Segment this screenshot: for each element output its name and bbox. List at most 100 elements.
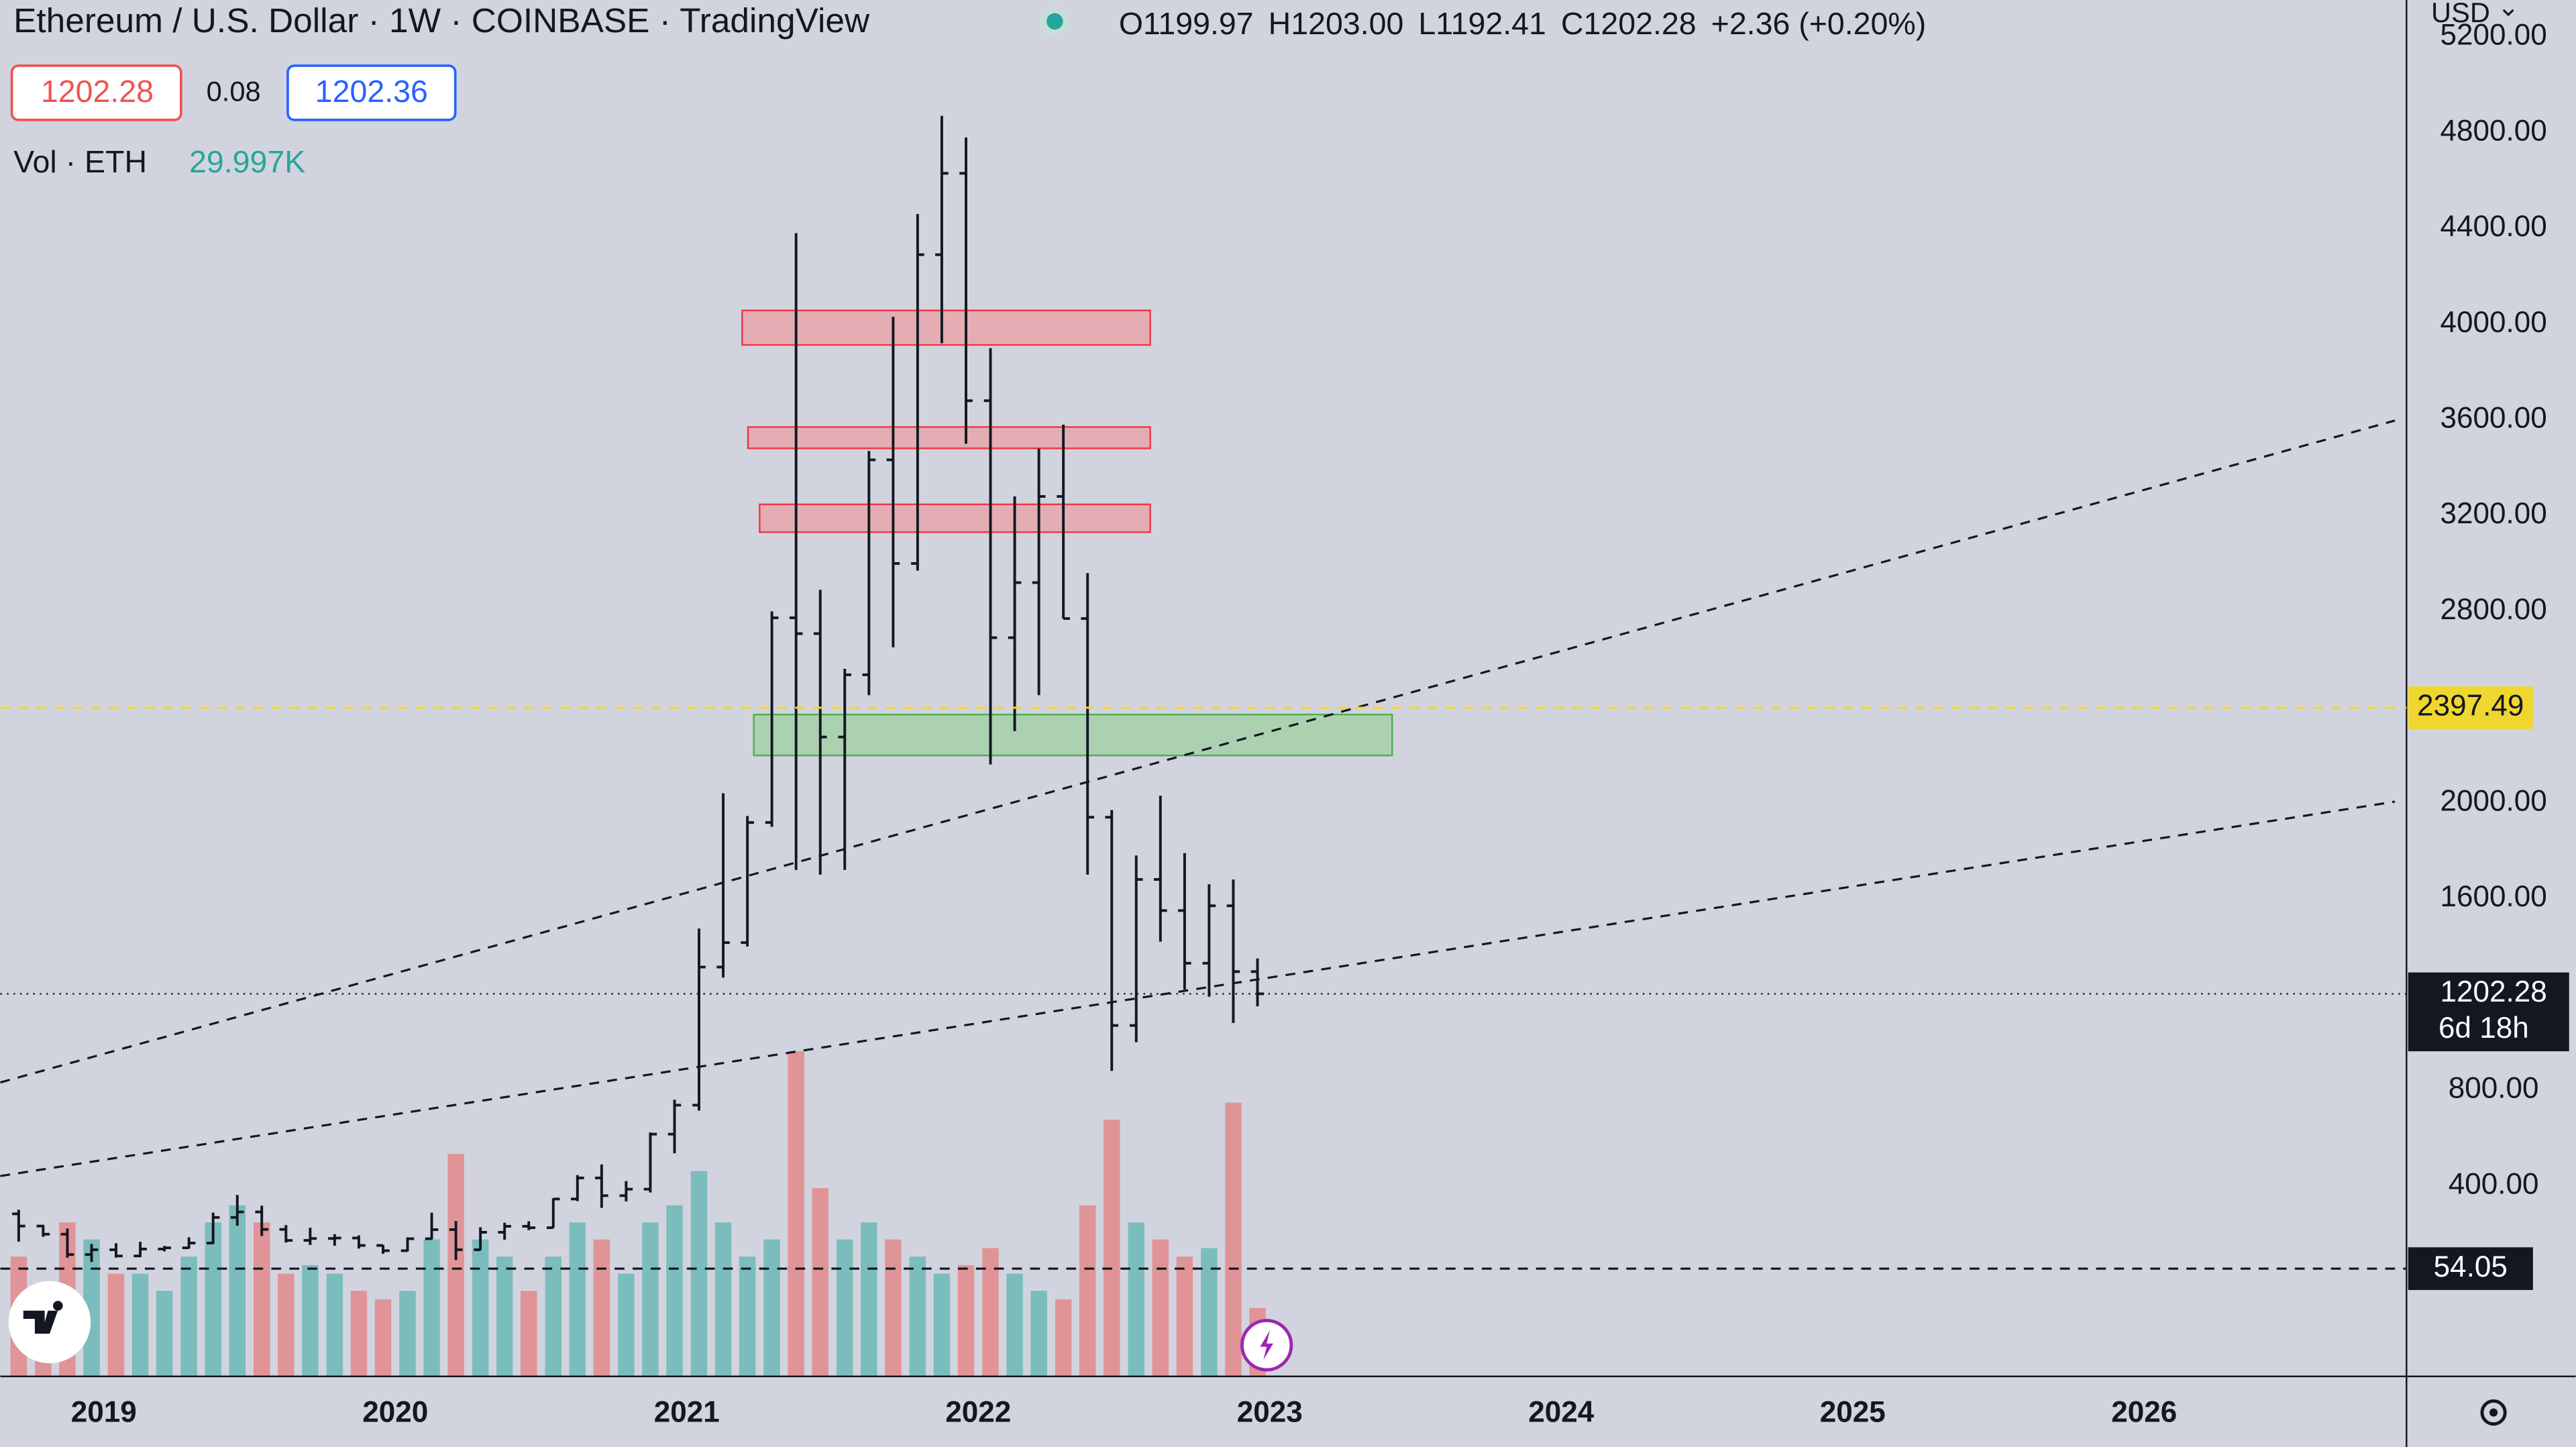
volume-bar	[253, 1222, 270, 1377]
volume-bar	[399, 1291, 416, 1377]
volume-bar	[788, 1051, 804, 1377]
volume-bar	[545, 1256, 561, 1377]
volume-bar	[885, 1239, 902, 1377]
volume-bar	[593, 1239, 610, 1377]
y-tick-label: 2800.00	[2440, 593, 2546, 626]
bid-price[interactable]: 1202.28	[41, 74, 154, 109]
price-label-bg	[2408, 1247, 2533, 1290]
y-tick-label: 5200.00	[2440, 19, 2546, 52]
volume-bar	[521, 1291, 537, 1377]
x-tick-label: 2021	[654, 1396, 720, 1429]
dropdown-arrow[interactable]	[2502, 9, 2514, 17]
trend-line	[0, 800, 2396, 1177]
buy-button[interactable]	[286, 64, 457, 121]
volume-bar	[1225, 1102, 1242, 1377]
gear[interactable]	[2480, 1399, 2507, 1426]
y-tick-label: 1600.00	[2440, 880, 2546, 913]
ohlc-key: O	[1119, 6, 1143, 41]
volume-bar	[837, 1239, 853, 1377]
currency-bg	[2408, 0, 2576, 33]
y-tick-label: 4400.00	[2440, 210, 2546, 243]
volume-bar	[957, 1265, 975, 1377]
volume-bar	[374, 1299, 392, 1377]
volume-bar	[1176, 1256, 1193, 1377]
volume-bar	[714, 1222, 732, 1377]
volume-bar	[180, 1256, 197, 1377]
price-change: +2.36 (+0.20%)	[1711, 6, 1927, 41]
volume-bar	[690, 1171, 708, 1377]
x-tick-label: 2024	[1528, 1396, 1595, 1429]
volume-bar	[569, 1222, 586, 1377]
volume-bar	[642, 1222, 659, 1377]
volume-bar	[326, 1273, 343, 1377]
volume-bar	[156, 1291, 173, 1377]
volume-bar	[1152, 1239, 1169, 1377]
volume-value: 29.997K	[189, 144, 305, 179]
x-tick-label: 2020	[362, 1396, 428, 1429]
ask-price[interactable]: 1202.36	[315, 74, 428, 109]
ohlc-value: 1192.41	[1436, 6, 1546, 41]
bar-countdown: 6d 18h	[2438, 1012, 2529, 1044]
volume-bar	[909, 1256, 926, 1377]
volume-bar	[1128, 1222, 1144, 1377]
volume-bar	[229, 1205, 246, 1377]
volume-bar	[812, 1188, 828, 1377]
volume-bar	[1006, 1273, 1023, 1377]
y-tick-label: 800.00	[2449, 1072, 2539, 1105]
currency-menu[interactable]: USD	[2431, 0, 2490, 28]
gear-hub[interactable]	[2489, 1408, 2498, 1417]
status-dot	[1046, 13, 1063, 30]
ohlc-key: H	[1269, 6, 1291, 41]
x-tick-label: 2023	[1237, 1396, 1303, 1429]
y-tick-label: 3600.00	[2440, 402, 2546, 435]
ohlc-value: 1202.28	[1584, 6, 1697, 41]
volume-bar	[447, 1154, 464, 1377]
volume-bar	[933, 1273, 951, 1377]
sell-button[interactable]	[10, 64, 182, 121]
price-zone	[759, 503, 1151, 533]
price-label: 2397.49	[2417, 690, 2524, 722]
x-tick-label: 2026	[2111, 1396, 2177, 1429]
volume-bar	[131, 1273, 149, 1377]
ohlc-legend: O1199.97 H1203.00 L1192.41 C1202.28 +2.36 (+…	[1119, 6, 1926, 41]
price-label: 54.05	[2434, 1250, 2508, 1283]
y-tick-label: 2000.00	[2440, 784, 2546, 817]
settings-icon[interactable]	[2480, 1399, 2507, 1426]
volume-bar	[205, 1222, 221, 1377]
volume-bar	[1201, 1248, 1218, 1377]
volume-bar	[350, 1291, 368, 1377]
last-price-bg	[2408, 972, 2569, 1052]
volume-bar	[1104, 1120, 1120, 1377]
volume-bar	[302, 1265, 319, 1377]
ohlc-key: C	[1561, 6, 1584, 41]
volume-label: Vol · ETH	[13, 144, 147, 179]
volume-bar	[423, 1239, 440, 1377]
volume-bar	[472, 1239, 489, 1377]
y-tick-label: 4000.00	[2440, 306, 2546, 339]
volume-bar	[618, 1273, 635, 1377]
y-tick-label: 3200.00	[2440, 497, 2546, 530]
event-bolt[interactable]	[1260, 1330, 1273, 1360]
x-tick-label: 2022	[945, 1396, 1011, 1429]
price-zone	[753, 713, 1393, 757]
logo-mark[interactable]	[23, 1301, 63, 1334]
last-price-label: 1202.28	[2440, 975, 2546, 1008]
volume-bar	[107, 1273, 125, 1377]
volume-bar	[1079, 1205, 1096, 1377]
tradingview-logo[interactable]	[8, 1281, 91, 1364]
y-tick-label: 4800.00	[2440, 114, 2546, 147]
price-label-bg	[2408, 686, 2533, 729]
volume-bar	[861, 1222, 877, 1377]
volume-bar	[496, 1256, 513, 1377]
ohlc-value: 1199.97	[1143, 6, 1254, 41]
y-tick-label: 400.00	[2449, 1167, 2539, 1200]
x-tick-label: 2019	[71, 1396, 137, 1429]
volume-bar	[666, 1205, 683, 1377]
symbol-title: Ethereum / U.S. Dollar · 1W · COINBASE ·…	[13, 1, 870, 40]
volume-bar	[739, 1256, 756, 1377]
x-tick-label: 2025	[1820, 1396, 1886, 1429]
ohlc-key: L	[1418, 6, 1436, 41]
volume-bar	[763, 1239, 780, 1377]
volume-bar	[1030, 1291, 1047, 1377]
